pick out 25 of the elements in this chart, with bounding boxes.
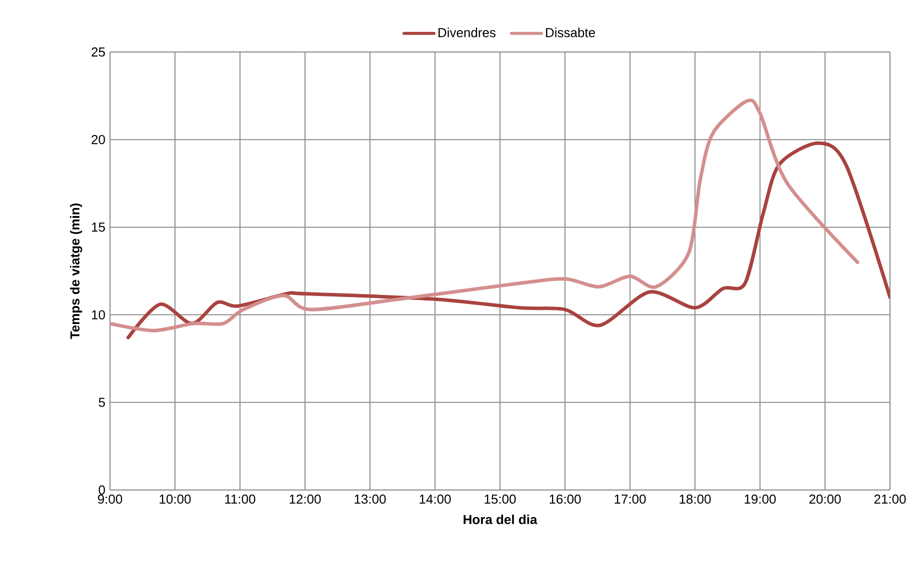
y-tick-label: 20 [92,134,105,144]
y-tick-label: 25 [92,47,105,57]
y-tick-label: 10 [92,310,105,320]
x-tick-label: 12:00 [290,494,321,504]
x-tick-label: 15:00 [484,494,516,504]
x-tick-label: 21:00 [874,494,906,504]
x-tick-label: 16:00 [550,494,581,504]
x-tick-label: 10:00 [160,494,191,504]
x-tick-label: 20:00 [809,494,841,504]
y-tick-label: 15 [92,222,105,232]
line-series [110,98,860,332]
y-tick-label: 0 [98,485,105,495]
x-tick-label: 17:00 [614,494,646,504]
x-tick-label: 9:00 [98,494,122,504]
x-tick-label: 19:00 [744,494,776,504]
x-tick-label: 11:00 [225,494,256,504]
y-axis-title: Temps de viatge (min) [70,204,82,339]
line-series [126,141,890,340]
legend-label: Dissabte [546,28,595,38]
y-tick-label: 5 [98,398,105,407]
x-tick-label: 13:00 [354,494,386,504]
x-tick-label: 14:00 [420,494,451,504]
legend-label: Divendres [438,28,496,38]
x-tick-label: 18:00 [680,494,711,504]
x-axis-title: Hora del dia [464,514,538,524]
